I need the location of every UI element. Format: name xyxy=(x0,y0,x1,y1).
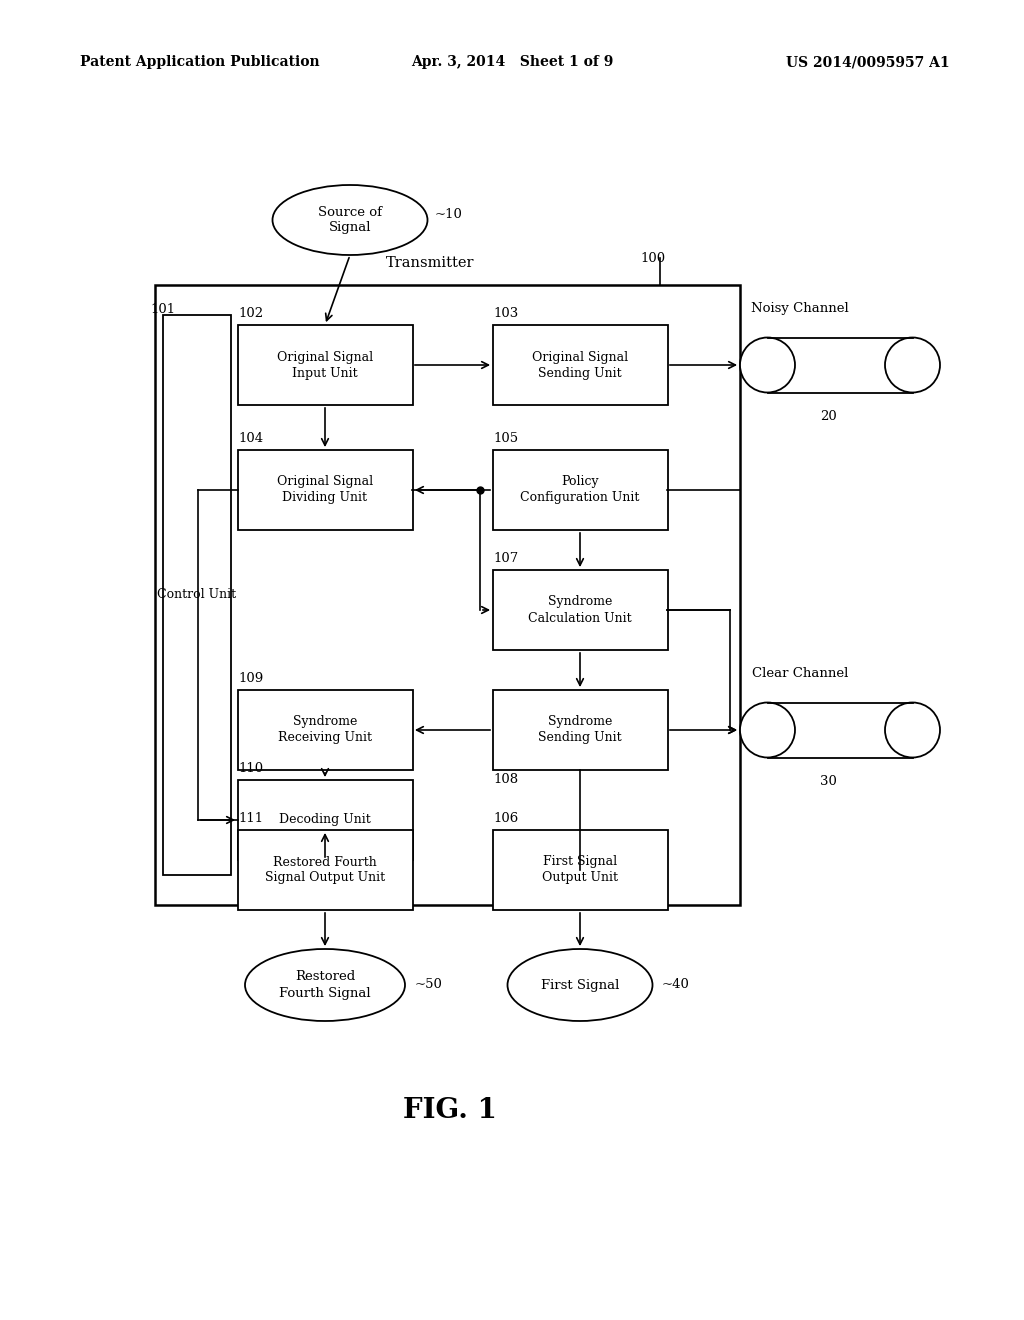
FancyBboxPatch shape xyxy=(493,690,668,770)
Text: 102: 102 xyxy=(238,308,263,319)
Text: Transmitter: Transmitter xyxy=(386,256,474,271)
Text: Source of
Signal: Source of Signal xyxy=(318,206,382,235)
Ellipse shape xyxy=(245,949,406,1020)
Ellipse shape xyxy=(740,702,795,758)
Bar xyxy=(155,285,740,906)
FancyBboxPatch shape xyxy=(238,325,413,405)
FancyBboxPatch shape xyxy=(238,780,413,861)
Text: 103: 103 xyxy=(493,308,518,319)
Text: US 2014/0095957 A1: US 2014/0095957 A1 xyxy=(786,55,950,69)
Text: Original Signal
Sending Unit: Original Signal Sending Unit xyxy=(531,351,628,380)
Text: ~10: ~10 xyxy=(435,209,463,222)
FancyBboxPatch shape xyxy=(493,450,668,531)
FancyBboxPatch shape xyxy=(163,315,231,875)
Ellipse shape xyxy=(272,185,427,255)
Text: 105: 105 xyxy=(493,432,518,445)
Text: Apr. 3, 2014   Sheet 1 of 9: Apr. 3, 2014 Sheet 1 of 9 xyxy=(411,55,613,69)
Text: Patent Application Publication: Patent Application Publication xyxy=(80,55,319,69)
Text: 20: 20 xyxy=(820,411,837,422)
Bar xyxy=(768,702,912,758)
Text: Syndrome
Sending Unit: Syndrome Sending Unit xyxy=(539,715,622,744)
Text: Restored Fourth
Signal Output Unit: Restored Fourth Signal Output Unit xyxy=(265,855,385,884)
Text: Restored
Fourth Signal: Restored Fourth Signal xyxy=(280,970,371,999)
Text: Policy
Configuration Unit: Policy Configuration Unit xyxy=(520,475,640,504)
Text: 107: 107 xyxy=(493,552,518,565)
Text: Syndrome
Receiving Unit: Syndrome Receiving Unit xyxy=(278,715,372,744)
Text: 111: 111 xyxy=(238,812,263,825)
FancyBboxPatch shape xyxy=(493,570,668,649)
Text: ~40: ~40 xyxy=(662,978,690,991)
Text: First Signal: First Signal xyxy=(541,978,620,991)
Text: 108: 108 xyxy=(493,774,518,785)
Text: 30: 30 xyxy=(820,775,837,788)
Ellipse shape xyxy=(885,702,940,758)
Text: 110: 110 xyxy=(238,762,263,775)
Text: FIG. 1: FIG. 1 xyxy=(403,1097,497,1123)
Text: 109: 109 xyxy=(238,672,263,685)
FancyBboxPatch shape xyxy=(493,830,668,909)
FancyBboxPatch shape xyxy=(493,325,668,405)
Bar xyxy=(768,338,912,392)
Text: Control Unit: Control Unit xyxy=(158,589,237,602)
Text: First Signal
Output Unit: First Signal Output Unit xyxy=(542,855,618,884)
Text: Original Signal
Input Unit: Original Signal Input Unit xyxy=(276,351,373,380)
Ellipse shape xyxy=(885,338,940,392)
Text: Decoding Unit: Decoding Unit xyxy=(280,813,371,826)
Text: ~50: ~50 xyxy=(415,978,442,991)
Text: Syndrome
Calculation Unit: Syndrome Calculation Unit xyxy=(528,595,632,624)
FancyBboxPatch shape xyxy=(238,830,413,909)
Text: 100: 100 xyxy=(640,252,666,264)
FancyBboxPatch shape xyxy=(238,450,413,531)
Text: 106: 106 xyxy=(493,812,518,825)
Text: Clear Channel: Clear Channel xyxy=(752,667,848,680)
FancyBboxPatch shape xyxy=(238,690,413,770)
Text: 101: 101 xyxy=(150,304,175,315)
Ellipse shape xyxy=(740,338,795,392)
Text: 104: 104 xyxy=(238,432,263,445)
Text: Original Signal
Dividing Unit: Original Signal Dividing Unit xyxy=(276,475,373,504)
Ellipse shape xyxy=(508,949,652,1020)
Text: Noisy Channel: Noisy Channel xyxy=(752,302,849,315)
